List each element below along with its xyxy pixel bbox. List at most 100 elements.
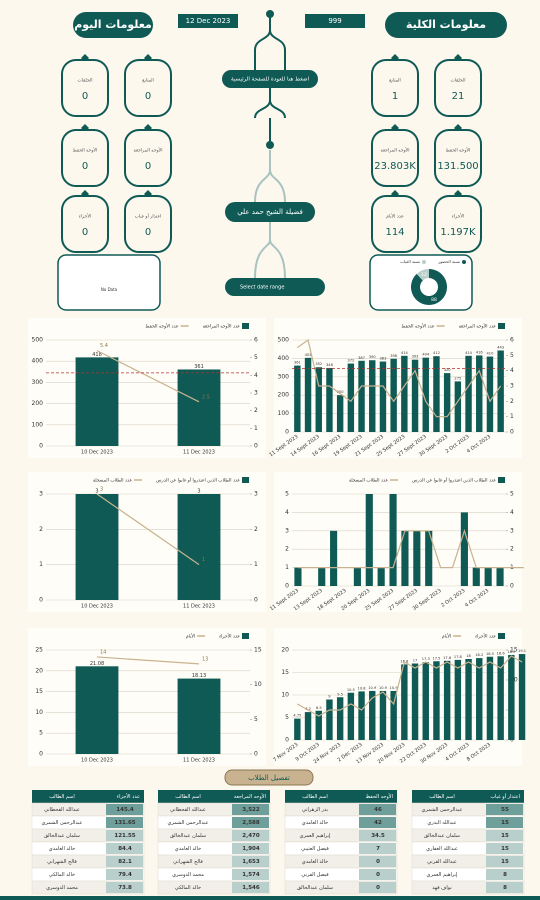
bar-label: 18.9 [507,650,516,654]
value-cell [486,817,523,828]
sheikh-button[interactable] [225,202,315,222]
bar-label: 17.6 [443,656,452,660]
y2-tick-label: 0 [254,597,258,604]
bar-label: 18 [466,654,471,658]
y-tick-label: 0 [285,429,289,436]
bar [177,369,221,446]
table-cell: عبدالرحمن الشمري [167,820,208,826]
y2-tick-label: 6 [510,337,514,344]
value-cell [486,830,523,841]
home-button[interactable] [222,70,318,88]
bar-label: 6.2 [305,707,311,711]
y-tick-label: 100 [278,410,290,417]
connector [254,150,286,203]
bar-label: 10.8 [358,686,367,690]
y-tick-label: 0 [39,443,43,450]
bar [401,355,408,432]
bar-label: 10.9 [379,686,388,690]
date-range[interactable] [225,278,325,296]
x-tick-label: 10 Dec 2023 [81,450,113,456]
donut-label: 88 [431,297,437,303]
table-cell: 2,470 [242,833,260,839]
kpi-label: المتابع [389,79,401,84]
legend-swatch [462,260,466,264]
value-cell [106,869,143,880]
kpi-card [124,129,172,187]
kpi-value: 0 [145,227,151,238]
value-cell [486,856,523,867]
bar [411,359,419,432]
value-cell [106,804,143,815]
value-cell [359,843,396,854]
kpi-value: 0 [145,91,151,102]
sheikh-button-label[interactable]: فضيلة الشيخ حمد علي [237,208,303,216]
y2-tick-label: 4 [510,509,514,516]
y-tick-label: 15 [281,669,289,676]
table-cell: خالد المالكي [49,872,75,878]
bar-label: 320 [444,368,452,372]
kpi-label: عدد الأيام [386,213,404,220]
table-cell: عبدالرحمن الشمري [41,820,82,826]
bar [304,357,312,432]
x-tick-label: 11 Dec 2023 [183,604,215,610]
value-cell [486,804,523,815]
table-cell: 2,588 [242,820,260,826]
table-cell: 121.55 [114,833,135,839]
bar [347,363,355,432]
y-tick-label: 5 [285,714,289,721]
y-tick-label: 0 [39,597,43,604]
home-button-label[interactable]: اضغط هنا للعودة للصفحة الرئيسية [231,77,310,83]
value-cell [486,869,523,880]
table-header [412,790,524,803]
y2-tick-label: 4 [510,367,514,374]
value-cell [106,830,143,841]
table-cell: 131.65 [114,820,135,826]
value-cell [359,804,396,815]
y2-tick-label: 0 [254,443,258,450]
table-cell: نواف فهد [432,885,451,891]
legend-label: عدد الطلاب المسجلة [349,479,389,484]
date-range-label[interactable]: Select date range [240,285,284,291]
kpi-value: 1 [392,91,398,102]
kpi-card [434,59,482,117]
value-cell [232,882,269,893]
table-cell: عبدالله القحطاني [170,807,206,813]
kpi-label: الأوجه الحفظ [446,147,471,154]
bar-label: 372 [347,359,354,363]
bar [454,381,462,432]
kpi-card [124,195,172,253]
bar-label: 17 [413,659,418,663]
line-label: 5.4 [100,343,108,349]
legend-swatch [242,323,249,329]
x-tick-label: 11 Dec 2023 [183,758,215,764]
bar-label: 3 [197,489,200,495]
students-button-label[interactable]: تفصيل الطلاب [248,774,290,782]
line [96,656,200,665]
table-column: اسم الطالب [429,794,454,800]
bar [379,361,387,432]
kpi-card [61,129,109,187]
table-cell: سلمان عبدالخالق [424,833,460,839]
bar [422,662,429,740]
table-column: عدد الأجزاء [117,793,140,800]
bar-label: 443 [497,345,504,349]
bar [425,530,433,586]
y-tick-label: 20 [35,667,43,674]
value-cell [232,856,269,867]
table-column: اعتذار أو غياب [490,793,520,800]
table-cell: خالد المالكي [175,885,201,891]
bar-label: 418 [92,352,102,358]
bar-label: 18.6 [497,651,506,655]
bar-label: 4.75 [293,714,301,718]
table-cell: 8 [503,885,507,891]
table-column: الأوجه الحفظ [366,793,393,800]
value-cell [232,817,269,828]
table-cell: 0 [376,859,380,865]
bar-label: 16.8 [400,659,409,663]
students-button[interactable] [224,769,314,786]
kpi-label: الأجزاء [452,213,464,220]
table-cell: عبدالله البدري [427,820,456,826]
connector-dot [266,141,274,149]
legend-swatch [242,633,249,639]
bar [465,355,472,432]
